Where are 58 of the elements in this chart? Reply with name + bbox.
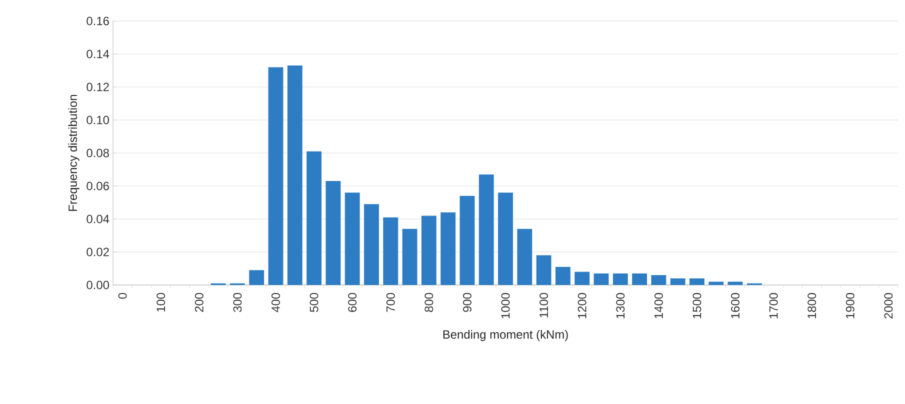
bar [708,282,724,285]
bar [594,273,609,285]
y-tick-label: 0.04 [86,214,110,224]
y-tick-label: 0.10 [86,116,110,124]
y-tick-label: 0.06 [86,182,109,190]
x-tick-label: 1400 [654,292,663,318]
bar [326,181,341,285]
x-tick-label: 400 [272,292,280,312]
x-tick-label: 800 [424,292,434,312]
y-tick-label: 0.00 [86,280,110,290]
bar [306,151,322,285]
y-tick-label: 0.16 [86,16,109,26]
bar [287,66,302,285]
y-axis-title: Frequency distribution [68,94,80,211]
bar [364,204,379,285]
x-tick-label: 500 [310,292,318,312]
x-tick-label: 1200 [578,292,586,318]
x-tick-label: 1300 [616,292,625,318]
bar [421,216,436,285]
bar [690,278,704,285]
x-tick-label: 1900 [846,292,854,318]
x-tick-label: 1600 [731,292,740,318]
x-tick-label: 1500 [692,292,702,318]
bar [670,278,686,285]
bar [574,272,590,285]
x-tick-label: 1800 [808,292,816,318]
bar [536,255,552,285]
bar [651,275,666,285]
bar [632,273,647,285]
x-axis-title: Bending moment (kNm) [443,330,568,342]
bar [383,217,398,285]
bar [402,228,418,285]
bar [268,67,284,285]
x-tick-label: 300 [233,292,242,312]
x-tick-label: 1700 [769,292,778,318]
y-tick-label: 0.12 [86,82,109,92]
bar [612,273,628,285]
bar [478,174,494,285]
bar [498,192,513,285]
y-tick-label: 0.08 [86,148,109,158]
bar [344,192,360,285]
x-tick-label: 700 [386,292,395,312]
bar [440,212,456,285]
x-tick-label: 100 [156,292,166,312]
x-tick-label: 200 [194,292,204,312]
bar [555,266,570,285]
x-tick-label: 1100 [540,292,548,318]
bar [249,270,264,285]
y-tick-label: 0.02 [86,248,109,256]
x-tick-label: 2000 [884,292,893,319]
x-tick-label: 600 [348,292,357,312]
bar [728,282,743,285]
x-tick-label: 0 [118,292,127,299]
bar [517,228,532,285]
y-tick-label: 0.14 [86,50,110,58]
x-tick-label: 1000 [501,292,510,318]
bar [460,196,475,285]
x-tick-label: 900 [462,292,472,312]
